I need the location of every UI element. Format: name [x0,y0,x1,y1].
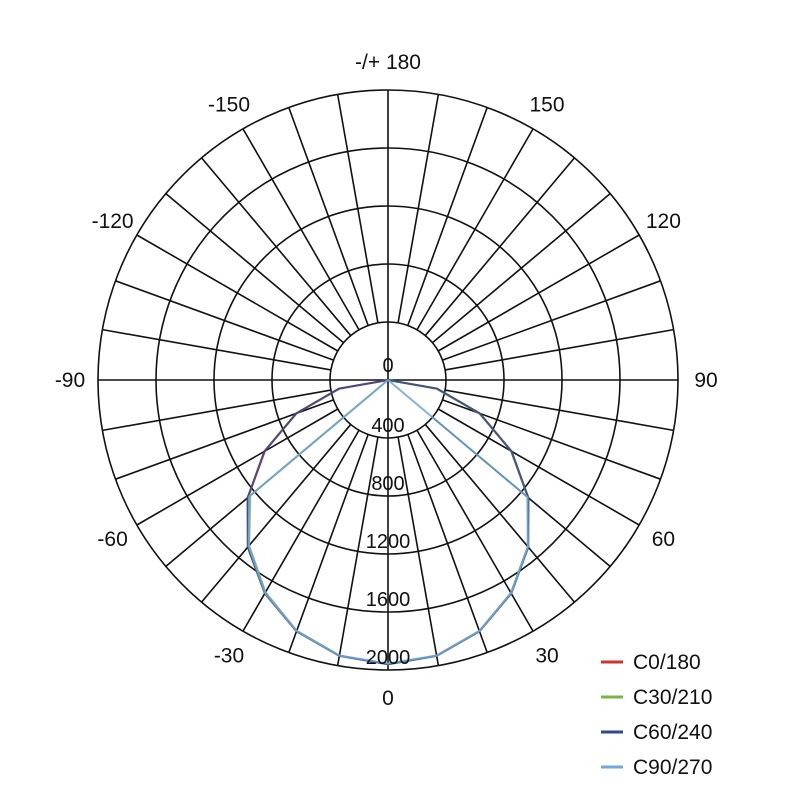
legend: C0/180 C30/210 C60/240 C90/270 [601,651,712,779]
grid-spoke [242,429,360,632]
radial-tick-label: 400 [371,415,404,437]
grid-spoke [442,280,661,361]
grid-spoke [165,192,345,344]
grid-spoke [115,280,334,361]
radial-tick-label: 0 [382,355,393,377]
grid-spoke [102,389,332,432]
grid-spoke [407,434,488,653]
radial-tick-labels: 0 400 800 1200 1600 2000 [366,355,411,669]
angle-label: -150 [208,94,250,117]
grid-spoke [136,408,339,526]
grid-spoke [437,234,640,352]
angle-label: -60 [97,528,127,551]
radial-tick-label: 1600 [366,589,411,611]
series-curve-C90-270 [247,379,529,665]
grid-spoke [407,107,488,326]
grid-spoke [136,234,339,352]
angle-label: -120 [92,210,134,233]
angle-label: 120 [646,210,681,233]
radial-tick-label: 1200 [366,531,411,553]
grid-spoke [444,389,674,432]
grid-spoke [431,192,611,344]
angle-label: 0 [382,687,394,710]
grid-spoke [288,434,369,653]
intensity-curves [246,379,530,666]
grid-spoke [416,429,534,632]
grid-spoke [102,328,332,371]
legend-label: C60/240 [633,721,712,744]
legend-label: C30/210 [633,686,712,709]
angle-labels: -/+ 180 150 120 90 60 30 0 -30 -60 -90 -120 -150 [55,51,718,710]
grid-spoke [336,436,379,666]
grid-spoke [424,157,576,337]
grid-spoke [336,94,379,324]
grid-spoke [200,423,352,603]
grid-spoke [288,107,369,326]
grid-spoke [437,408,640,526]
angle-label: 60 [652,528,675,551]
angle-label: -30 [214,644,244,667]
angle-label: 30 [535,644,558,667]
angle-label: 150 [529,94,564,117]
angle-label: -/+ 180 [355,51,421,74]
radial-tick-label: 800 [371,473,404,495]
grid-spoke [444,328,674,371]
legend-label: C90/270 [633,756,712,779]
grid-spoke [397,436,440,666]
angle-label: -90 [55,369,85,392]
radial-tick-label: 2000 [366,647,411,669]
grid-spoke [397,94,440,324]
grid-spoke [200,157,352,337]
angle-label: 90 [694,369,717,392]
legend-label: C0/180 [633,651,701,674]
grid-spoke [242,128,360,331]
grid-spoke [424,423,576,603]
grid-spoke [416,128,534,331]
